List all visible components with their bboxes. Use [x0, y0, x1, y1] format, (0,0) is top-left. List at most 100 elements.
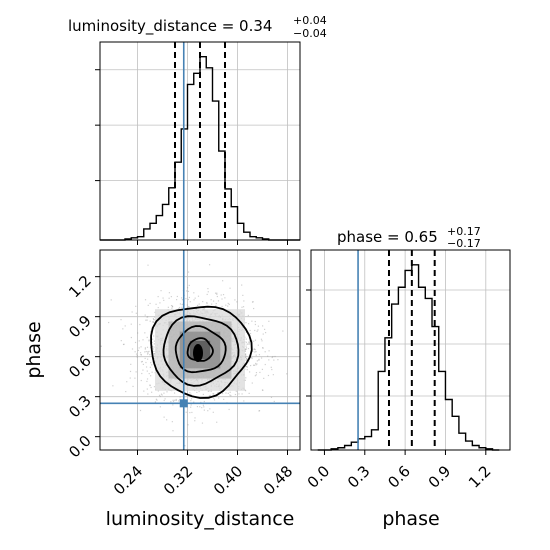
- scatter-point: [261, 389, 264, 391]
- scatter-point: [149, 384, 151, 387]
- y-tick-label: 0.6: [65, 352, 95, 382]
- scatter-point: [195, 308, 198, 310]
- scatter-point: [246, 369, 248, 371]
- scatter-point: [220, 294, 222, 296]
- scatter-point: [212, 411, 214, 413]
- scatter-point: [218, 397, 220, 399]
- joint-plot-area: 0.24 0.32 0.40 0.48 0.0 0.3 0.6 0.9 1.2: [65, 249, 301, 498]
- scatter-point: [142, 369, 144, 371]
- scatter-point: [246, 359, 248, 361]
- scatter-point: [254, 351, 256, 353]
- scatter-point: [244, 353, 247, 355]
- scatter-point: [244, 348, 247, 350]
- scatter-point: [241, 306, 243, 308]
- scatter-point: [255, 354, 257, 356]
- scatter-point: [181, 299, 184, 301]
- y-tick-label: 0.0: [65, 432, 95, 462]
- scatter-point: [244, 379, 247, 381]
- scatter-point: [174, 399, 176, 401]
- scatter-point: [144, 347, 146, 349]
- scatter-point: [184, 445, 186, 447]
- scatter-point: [146, 346, 149, 348]
- scatter-point: [193, 299, 195, 301]
- scatter-point: [251, 357, 253, 360]
- scatter-point: [257, 325, 260, 327]
- scatter-point: [254, 320, 256, 323]
- scatter-point: [264, 351, 266, 353]
- scatter-point: [112, 385, 114, 387]
- scatter-point: [221, 305, 223, 308]
- scatter-point: [227, 305, 229, 307]
- scatter-point: [268, 350, 270, 352]
- scatter-point: [153, 386, 156, 388]
- scatter-point: [271, 368, 273, 371]
- scatter-point: [248, 343, 251, 345]
- scatter-point: [262, 333, 264, 335]
- scatter-point: [163, 299, 165, 301]
- scatter-point: [238, 393, 240, 395]
- x-tick-label: 0.0: [304, 462, 334, 492]
- scatter-point: [267, 355, 269, 357]
- scatter-point: [146, 319, 148, 321]
- scatter-point: [153, 357, 155, 359]
- scatter-point: [190, 393, 192, 395]
- scatter-point: [209, 408, 211, 410]
- scatter-point: [215, 305, 217, 307]
- scatter-point: [255, 362, 257, 365]
- scatter-point: [163, 416, 165, 418]
- scatter-point: [162, 297, 164, 299]
- scatter-point: [216, 295, 218, 298]
- scatter-point: [126, 381, 128, 383]
- x-tick-label: 0.40: [210, 462, 246, 498]
- scatter-point: [245, 322, 247, 324]
- scatter-point: [148, 350, 150, 353]
- scatter-point: [203, 406, 205, 408]
- scatter-point: [227, 302, 229, 305]
- scatter-point: [152, 350, 154, 353]
- scatter-point: [260, 338, 263, 340]
- scatter-point: [251, 382, 253, 384]
- scatter-point: [213, 393, 215, 395]
- panel-frame: [99, 41, 301, 241]
- scatter-point: [145, 366, 148, 368]
- scatter-point: [149, 347, 152, 349]
- scatter-point: [245, 341, 248, 343]
- scatter-point: [217, 391, 219, 394]
- scatter-point: [159, 302, 161, 304]
- scatter-point: [248, 341, 250, 343]
- scatter-point: [170, 401, 172, 403]
- scatter-point: [277, 359, 279, 361]
- scatter-point: [153, 346, 155, 348]
- scatter-point: [234, 393, 237, 396]
- scatter-point: [253, 348, 256, 350]
- scatter-point: [153, 335, 155, 337]
- scatter-point: [268, 359, 270, 361]
- scatter-point: [193, 401, 195, 403]
- scatter-point: [214, 292, 217, 294]
- scatter-point: [227, 392, 229, 394]
- scatter-point: [245, 338, 247, 340]
- scatter-point: [245, 345, 247, 347]
- scatter-point: [154, 353, 156, 355]
- scatter-point: [172, 400, 175, 402]
- scatter-point: [196, 304, 199, 307]
- scatter-point: [172, 399, 174, 401]
- scatter-point: [134, 377, 136, 379]
- scatter-point: [153, 340, 156, 342]
- scatter-point: [139, 352, 142, 354]
- scatter-point: [108, 321, 110, 324]
- scatter-point: [179, 303, 181, 305]
- phase-hist-panel: phase = 0.65 +0.17 −0.17 0.0 0.3 0.6 0.9 1.2…: [304, 225, 511, 530]
- scatter-point: [262, 347, 264, 349]
- scatter-point: [146, 316, 148, 318]
- scatter-point: [245, 359, 247, 361]
- scatter-point: [208, 264, 211, 266]
- scatter-point: [246, 343, 248, 345]
- scatter-point: [181, 306, 183, 308]
- scatter-point: [130, 336, 132, 339]
- scatter-point: [257, 329, 259, 331]
- scatter-point: [251, 320, 253, 322]
- panel-frame: [99, 249, 301, 451]
- scatter-point: [178, 400, 180, 402]
- contour-line: [174, 325, 227, 374]
